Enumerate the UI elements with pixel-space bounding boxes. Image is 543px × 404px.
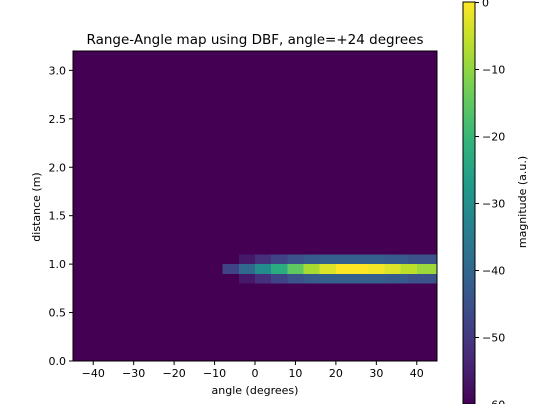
heatmap-cell (238, 273, 255, 284)
y-tick-label: 1.0 (49, 258, 67, 271)
heatmap-cell (271, 273, 288, 284)
heatmap-cell (287, 273, 304, 284)
heatmap-cell (287, 254, 304, 265)
colorbar-tick-label: −60 (482, 399, 505, 404)
heatmap-cell (255, 264, 272, 274)
x-tick-label: 20 (329, 367, 343, 380)
heatmap-cell (335, 264, 353, 274)
heatmap-cell (255, 254, 272, 265)
heatmap-cell (352, 254, 385, 265)
colorbar-label: magnitude (a.u.) (516, 156, 529, 248)
x-tick-label: −20 (163, 367, 186, 380)
heatmap-cell (303, 254, 320, 265)
heatmap-cell (416, 264, 437, 274)
y-axis-ticks: 0.0 0.5 1.0 1.5 2.0 2.5 3.0 (49, 64, 73, 368)
colorbar-tick-label: 0 (482, 0, 489, 10)
heatmap-cell (271, 264, 288, 274)
heatmap-cells (222, 254, 437, 284)
x-tick-label: 0 (252, 367, 259, 380)
x-tick-label: 40 (410, 367, 424, 380)
heatmap-cell (271, 254, 288, 265)
plot-area (72, 50, 438, 362)
y-tick-label: 3.0 (49, 64, 67, 77)
x-tick-label: −40 (82, 367, 105, 380)
heatmap-cell (222, 264, 239, 274)
x-axis-ticks: −40 −30 −20 −10 0 10 20 30 40 (82, 361, 424, 380)
chart-title: Range-Angle map using DBF, angle=+24 deg… (86, 32, 423, 48)
colorbar: 0 −10 −20 −30 −40 −50 −60 magnitude (a.u.) (462, 0, 529, 404)
x-axis-label: angle (degrees) (212, 384, 299, 397)
x-tick-label: −10 (203, 367, 226, 380)
heatmap-cell (255, 273, 272, 284)
y-tick-label: 2.5 (49, 113, 67, 126)
x-tick-label: 30 (369, 367, 383, 380)
heatmap-cell (319, 273, 353, 284)
heatmap-cell (408, 273, 437, 284)
colorbar-ticks: 0 −10 −20 −30 −40 −50 −60 (475, 0, 505, 404)
heatmap-cell (384, 254, 409, 265)
y-tick-label: 2.0 (49, 161, 67, 174)
x-tick-label: 10 (288, 367, 302, 380)
plot-background (73, 51, 437, 361)
heatmap-cell (238, 254, 255, 265)
colorbar-scale (463, 2, 475, 404)
heatmap-cell (352, 273, 385, 284)
heatmap-cell (384, 264, 401, 274)
heatmap-cell (408, 254, 437, 265)
heatmap-cell (319, 254, 353, 265)
colorbar-tick-label: −50 (482, 332, 505, 345)
heatmap-cell (368, 264, 385, 274)
y-tick-label: 0.0 (49, 355, 67, 368)
heatmap-cell (238, 264, 255, 274)
heatmap-cell (319, 264, 336, 274)
heatmap-cell (303, 273, 320, 284)
heatmap-cell (303, 264, 320, 274)
colorbar-tick-label: −30 (482, 198, 505, 211)
y-axis-label: distance (m) (30, 172, 43, 241)
y-tick-label: 1.5 (49, 210, 67, 223)
heatmap-cell (352, 264, 369, 274)
heatmap-cell (287, 264, 304, 274)
colorbar-tick-label: −20 (482, 131, 505, 144)
heatmap-cell (384, 273, 409, 284)
heatmap-cell (400, 264, 417, 274)
y-tick-label: 0.5 (49, 307, 67, 320)
colorbar-tick-label: −10 (482, 64, 505, 77)
colorbar-tick-label: −40 (482, 265, 505, 278)
x-tick-label: −30 (122, 367, 145, 380)
